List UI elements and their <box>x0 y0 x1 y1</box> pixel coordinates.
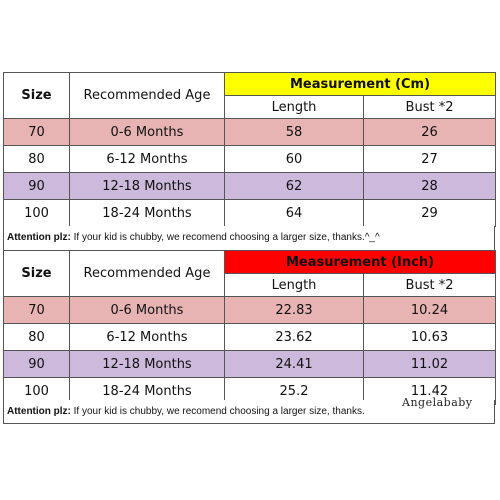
bust-cell: 10.63 <box>362 323 497 351</box>
age-cell: 0-6 Months <box>69 296 225 324</box>
attention-note: Attention plz: If your kid is chubby, we… <box>3 226 495 250</box>
table-row: 90 12-18 Months 24.41 11.02 <box>3 350 497 378</box>
attention-text: If your kid is chubby, we recomend choos… <box>70 232 380 243</box>
table-row: 80 6-12 Months 23.62 10.63 <box>3 323 497 351</box>
attention-text: If your kid is chubby, we recomend choos… <box>70 406 365 417</box>
attention-label: Attention plz: <box>7 232 71 243</box>
table-row: 70 0-6 Months 22.83 10.24 <box>3 296 497 324</box>
size-header: Size <box>3 250 70 297</box>
length-cell: 60 <box>224 145 364 173</box>
size-cell: 90 <box>3 350 70 378</box>
size-chart-cm: Size Recommended Age Measurement (Cm) Le… <box>3 72 497 227</box>
length-cell: 64 <box>224 199 364 227</box>
length-header: Length <box>224 273 364 297</box>
bust-header: Bust *2 <box>362 95 497 119</box>
age-cell: 6-12 Months <box>69 145 225 173</box>
attention-label: Attention plz: <box>7 406 71 417</box>
size-cell: 70 <box>3 296 70 324</box>
watermark-text: Angelababy <box>402 396 473 409</box>
bust-cell: 26 <box>362 118 497 146</box>
size-cell: 100 <box>3 199 70 227</box>
age-cell: 0-6 Months <box>69 118 225 146</box>
measurement-inch-header: Measurement (Inch) <box>223 250 497 274</box>
length-cell: 23.62 <box>224 323 364 351</box>
bust-cell: 28 <box>362 172 497 200</box>
length-cell: 24.41 <box>224 350 364 378</box>
table-row: 70 0-6 Months 58 26 <box>3 118 497 146</box>
attention-note: Attention plz: If your kid is chubby, we… <box>3 400 495 424</box>
bust-cell: 10.24 <box>362 296 497 324</box>
table-row: 100 18-24 Months 64 29 <box>3 199 497 227</box>
age-header: Recommended Age <box>69 72 225 119</box>
bust-cell: 27 <box>362 145 497 173</box>
length-cell: 62 <box>224 172 364 200</box>
age-cell: 12-18 Months <box>69 172 225 200</box>
size-chart-inch: Size Recommended Age Measurement (Inch) … <box>3 250 497 405</box>
bust-header: Bust *2 <box>362 273 497 297</box>
length-cell: 58 <box>224 118 364 146</box>
size-cell: 70 <box>3 118 70 146</box>
size-cell: 90 <box>3 172 70 200</box>
watermark-logo: Angelababy <box>402 396 473 409</box>
size-header: Size <box>3 72 70 119</box>
table-row: 80 6-12 Months 60 27 <box>3 145 497 173</box>
age-cell: 6-12 Months <box>69 323 225 351</box>
size-cell: 80 <box>3 323 70 351</box>
length-header: Length <box>224 95 364 119</box>
length-cell: 22.83 <box>224 296 364 324</box>
age-header: Recommended Age <box>69 250 225 297</box>
age-cell: 12-18 Months <box>69 350 225 378</box>
age-cell: 18-24 Months <box>69 199 225 227</box>
table-row: 90 12-18 Months 62 28 <box>3 172 497 200</box>
bust-cell: 11.02 <box>362 350 497 378</box>
size-cell: 80 <box>3 145 70 173</box>
measurement-cm-header: Measurement (Cm) <box>223 72 497 96</box>
bust-cell: 29 <box>362 199 497 227</box>
